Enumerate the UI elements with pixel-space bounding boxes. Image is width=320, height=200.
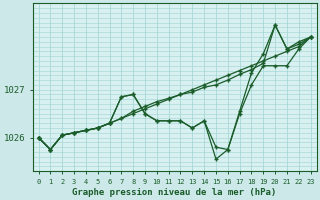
X-axis label: Graphe pression niveau de la mer (hPa): Graphe pression niveau de la mer (hPa) — [72, 188, 277, 197]
